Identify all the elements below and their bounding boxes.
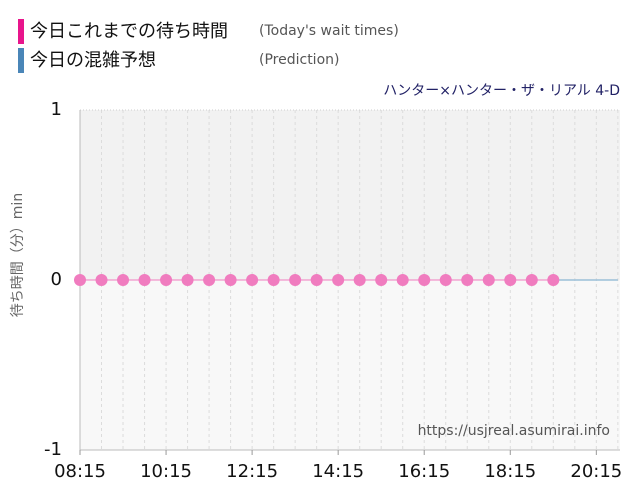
legend-label: 今日の混雑予想 [30,50,156,71]
data-point [418,274,431,286]
data-point [246,274,259,286]
y-tick-label: -1 [44,439,62,460]
y-tick-label: 1 [51,99,62,120]
data-point [224,274,237,286]
data-point [332,274,345,286]
y-tick-label: 0 [51,269,62,290]
x-tick-label: 16:15 [398,461,450,482]
data-point [504,274,517,286]
x-tick-label: 10:15 [140,461,192,482]
data-point [181,274,194,286]
data-point [138,274,151,286]
data-point [525,274,538,286]
watermark: https://usjreal.asumirai.info [418,423,610,439]
legend-swatch [18,19,24,44]
data-point [375,274,388,286]
legend-note: (Prediction) [259,52,339,68]
data-point [310,274,323,286]
data-point [267,274,280,286]
data-point [353,274,366,286]
plot-background [80,110,620,280]
data-point [289,274,302,286]
legend-note: (Today's wait times) [259,23,399,39]
data-point [482,274,495,286]
legend-swatch [18,48,24,73]
y-axis-label: 待ち時間（分）min [10,193,26,317]
data-point [203,274,216,286]
legend-label: 今日これまでの待ち時間 [30,21,228,42]
x-tick-label: 08:15 [54,461,106,482]
data-point [117,274,130,286]
data-point [461,274,474,286]
data-point [439,274,452,286]
x-tick-label: 20:15 [570,461,622,482]
data-point [396,274,409,286]
data-point [95,274,108,286]
data-point [160,274,173,286]
x-tick-label: 18:15 [484,461,536,482]
data-point [74,274,86,286]
x-tick-label: 12:15 [226,461,278,482]
x-tick-label: 14:15 [312,461,364,482]
plot-background [80,280,620,450]
chart-subtitle: ハンター×ハンター・ザ・リアル 4-D [383,83,620,99]
data-point [547,274,560,286]
